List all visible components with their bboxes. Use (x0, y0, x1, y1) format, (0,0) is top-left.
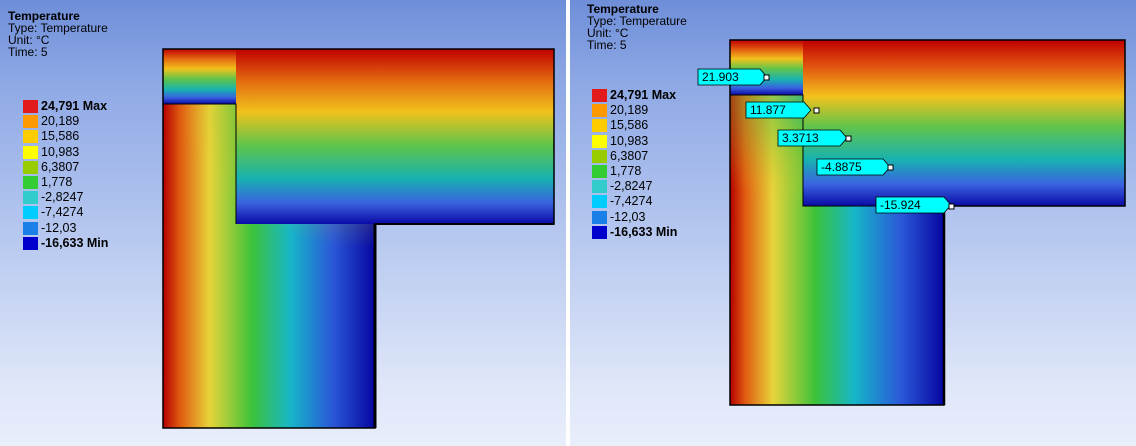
viewport-left[interactable]: Temperature Type: Temperature Unit: °C T… (0, 0, 566, 446)
legend-label: 20,189 (41, 114, 80, 129)
legend-entry: 24,791 Max (23, 99, 163, 115)
legend-swatch (23, 100, 38, 113)
legend-entry: -12,03 (592, 209, 732, 226)
legend-label: -16,633 Min (610, 224, 678, 239)
legend-swatch (592, 104, 607, 118)
probe-value: 21.903 (702, 70, 739, 84)
probe-value: 11.877 (750, 103, 786, 117)
inner-edge-right (730, 94, 944, 207)
legend-swatch (592, 225, 607, 239)
contour-strip-left (163, 49, 236, 104)
legend-entry: 24,791 Max (592, 88, 732, 104)
temperature-contour-left (162, 48, 555, 429)
result-type: Type: Temperature (8, 21, 108, 35)
legend-swatch (592, 164, 607, 178)
probe-point (763, 74, 770, 81)
legend-label: -16,633 Min (41, 235, 109, 250)
result-header-left: Temperature Type: Temperature Unit: °C T… (8, 10, 108, 58)
probe-point (948, 203, 955, 210)
legend-entry: 10,983 (23, 144, 163, 161)
result-header-right: Temperature Type: Temperature Unit: °C T… (587, 3, 687, 51)
probe-point (887, 164, 894, 171)
probe-labels: 21.903 11.877 3.3713 -4.8875 -15.924 (697, 68, 955, 214)
probe-label[interactable]: 21.903 (697, 68, 770, 86)
legend-entry: 1,778 (23, 174, 163, 191)
legend-label: 24,791 Max (610, 88, 677, 102)
legend-swatch (592, 89, 607, 102)
legend-entry: 15,586 (592, 118, 732, 134)
color-legend-right: 24,791 Max 20,189 15,586 10,983 6,3807 1,778-… (592, 88, 732, 241)
legend-swatch (23, 206, 38, 220)
result-unit: Unit: °C (587, 26, 629, 40)
legend-label: 15,586 (610, 118, 649, 133)
legend-label: 1,778 (41, 174, 73, 189)
result-type: Type: Temperature (587, 14, 687, 28)
legend-entry: 15,586 (23, 129, 163, 145)
legend-label: 6,3807 (41, 159, 80, 174)
legend-entry: -12,03 (23, 220, 163, 237)
legend-swatch (592, 180, 607, 194)
legend-entry: 20,189 (23, 114, 163, 130)
viewport-right[interactable]: 21.903 11.877 3.3713 -4.8875 -15.924 Tempera… (570, 0, 1136, 446)
legend-label: -7,4274 (610, 194, 653, 209)
legend-swatch (592, 149, 607, 163)
legend-entry: 10,983 (592, 133, 732, 150)
legend-swatch (23, 145, 38, 159)
probe-value: -15.924 (880, 198, 921, 212)
contour-flange-right (803, 40, 1125, 206)
legend-entry: -2,8247 (592, 179, 732, 195)
legend-label: 10,983 (610, 133, 649, 148)
legend-entry: -2,8247 (23, 190, 163, 206)
legend-label: 15,586 (41, 129, 80, 144)
probe-label[interactable]: -15.924 (875, 196, 955, 214)
inner-edge-left (163, 103, 237, 224)
legend-label: -2,8247 (41, 190, 84, 205)
legend-label: 1,778 (610, 163, 642, 178)
probe-point (813, 107, 820, 114)
legend-entry: 1,778 (592, 163, 732, 180)
legend-label: -12,03 (610, 209, 646, 224)
probe-value: 3.3713 (782, 131, 819, 145)
probe-point (845, 135, 852, 142)
legend-entry: 6,3807 (23, 159, 163, 176)
result-unit: Unit: °C (8, 33, 50, 47)
probe-label[interactable]: 11.877 (745, 101, 820, 119)
temperature-contour-right: 21.903 11.877 3.3713 -4.8875 -15.924 (697, 39, 1126, 406)
legend-label: -7,4274 (41, 205, 84, 220)
legend-swatch (592, 119, 607, 133)
legend-label: 20,189 (610, 103, 649, 118)
probe-label[interactable]: -4.8875 (816, 158, 894, 176)
legend-entry: -16,633 Min (592, 224, 732, 241)
legend-entry: -7,4274 (592, 194, 732, 210)
legend-label: 24,791 Max (41, 99, 108, 113)
legend-swatch (592, 210, 607, 224)
legend-swatch (23, 175, 38, 189)
legend-entry: -16,633 Min (23, 235, 163, 252)
legend-swatch (23, 236, 38, 250)
probe-value: -4.8875 (821, 160, 862, 174)
legend-swatch (592, 195, 607, 209)
legend-swatch (23, 221, 38, 235)
legend-label: 10,983 (41, 144, 80, 159)
legend-swatch (23, 115, 38, 129)
legend-swatch (23, 130, 38, 144)
legend-entry: 6,3807 (592, 148, 732, 165)
contour-flange-left (236, 49, 554, 224)
legend-swatch (23, 160, 38, 174)
result-title: Temperature (587, 2, 659, 16)
panel-divider (566, 0, 570, 446)
result-time: Time: 5 (8, 45, 48, 59)
contour-strip-right (730, 40, 803, 95)
result-time: Time: 5 (587, 38, 627, 52)
legend-label: -2,8247 (610, 179, 653, 194)
result-title: Temperature (8, 9, 80, 23)
legend-swatch (592, 134, 607, 148)
legend-label: -12,03 (41, 220, 77, 235)
legend-label: 6,3807 (610, 148, 649, 163)
legend-swatch (23, 191, 38, 205)
legend-entry: 20,189 (592, 103, 732, 119)
probe-label[interactable]: 3.3713 (777, 129, 852, 147)
legend-entry: -7,4274 (23, 205, 163, 221)
color-legend-left: 24,791 Max 20,189 15,586 10,983 6,3807 1,778-… (23, 99, 163, 252)
